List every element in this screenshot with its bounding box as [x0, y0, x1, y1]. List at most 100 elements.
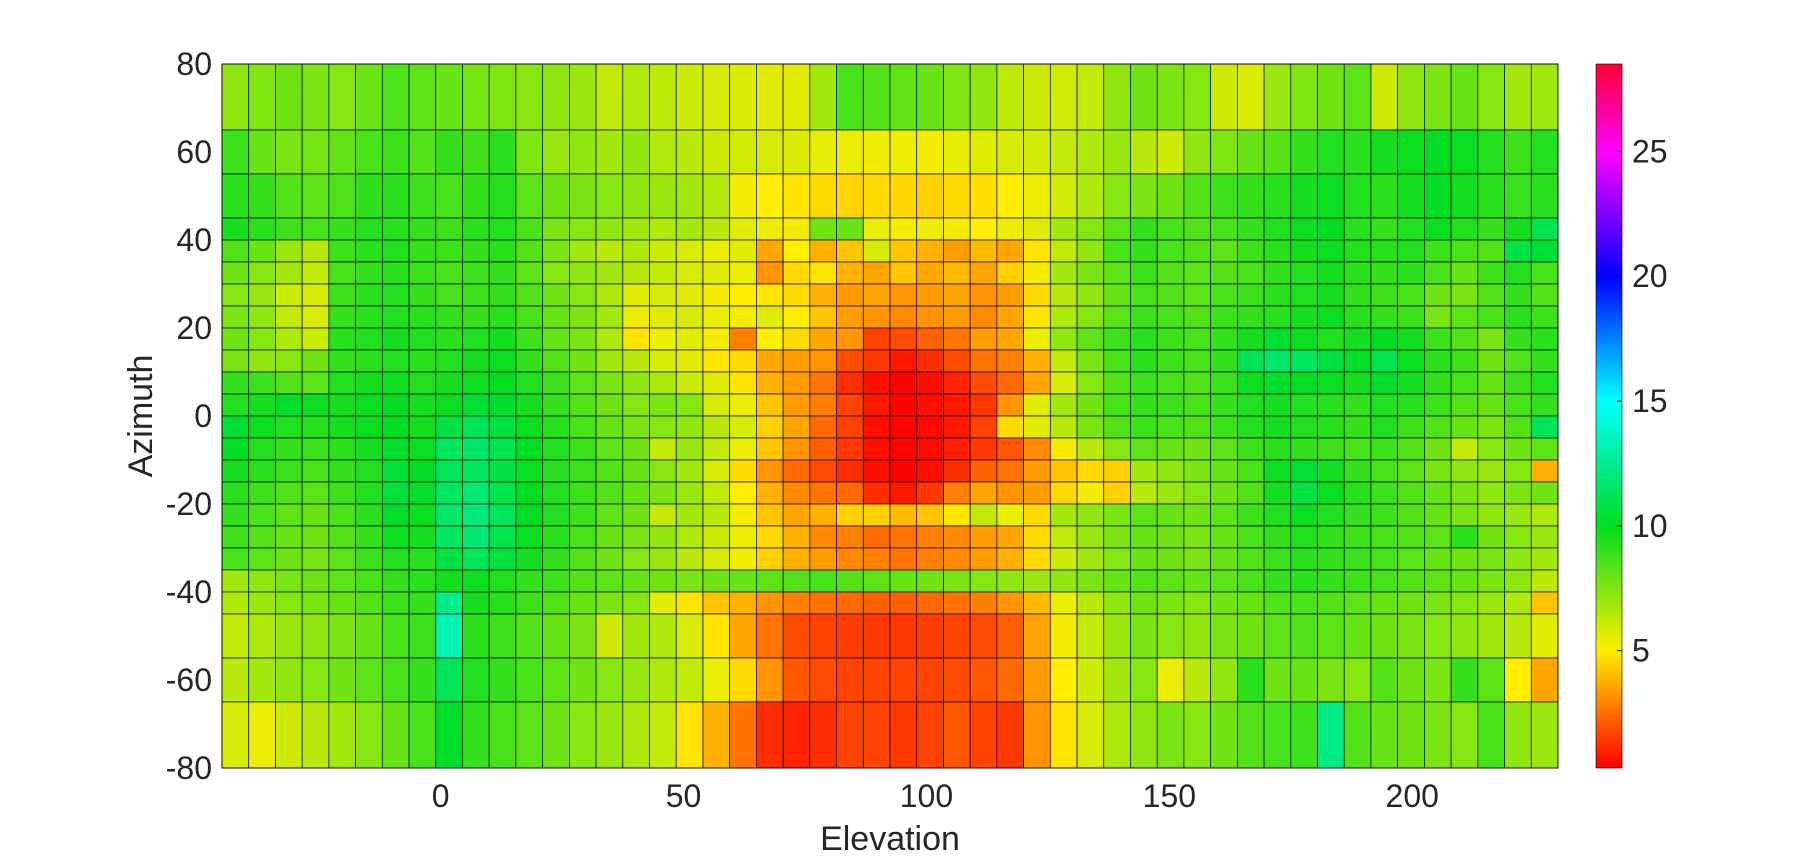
heatmap-cell [702, 129, 731, 175]
heatmap-cell [301, 481, 330, 505]
heatmap-cell [221, 283, 250, 307]
plot-area-border [221, 63, 1559, 769]
heatmap-cell [1290, 591, 1318, 615]
heatmap-cell [1504, 349, 1532, 373]
heatmap-cell [1424, 481, 1452, 505]
heatmap-cell [649, 701, 677, 769]
heatmap-cell [275, 481, 303, 505]
heatmap-cell [782, 239, 811, 263]
heatmap-cell [1049, 393, 1078, 417]
heatmap-cell [889, 481, 918, 505]
heatmap-cell [488, 239, 517, 263]
heatmap-cell [1317, 525, 1345, 549]
heatmap-cell [1210, 239, 1238, 263]
heatmap-cell [1210, 701, 1238, 769]
heatmap-cell [1397, 283, 1425, 307]
heatmap-cell [1210, 283, 1238, 307]
heatmap-cell [1183, 305, 1211, 329]
heatmap-cell [1023, 63, 1051, 131]
y-tick-label: 80 [176, 46, 212, 82]
heatmap-cell [1530, 569, 1559, 593]
heatmap-cell [355, 657, 383, 703]
heatmap-cell [1183, 437, 1211, 461]
heatmap-cell [1290, 173, 1318, 219]
heatmap-cell [595, 415, 624, 439]
heatmap-cell [462, 503, 490, 527]
heatmap-cell [462, 305, 490, 329]
heatmap-cell [221, 701, 250, 769]
heatmap-cell [1049, 217, 1078, 241]
heatmap-cell [622, 459, 650, 483]
heatmap-cell [1343, 63, 1372, 131]
heatmap-cell [649, 547, 677, 571]
heatmap-cell [756, 569, 784, 593]
heatmap-cell [1183, 701, 1211, 769]
heatmap-cell [675, 569, 704, 593]
heatmap-cell [862, 129, 891, 175]
heatmap-cell [542, 239, 570, 263]
heatmap-cell [1370, 459, 1399, 483]
heatmap-cell [515, 525, 543, 549]
heatmap-cell [1263, 327, 1292, 351]
heatmap-cell [756, 63, 784, 131]
heatmap-cell [1263, 63, 1292, 131]
heatmap-cell [1424, 657, 1452, 703]
heatmap-cell [1183, 415, 1211, 439]
heatmap-cell [1530, 415, 1559, 439]
heatmap-cell [622, 349, 650, 373]
heatmap-cell [1370, 415, 1399, 439]
heatmap-cell [301, 217, 330, 241]
heatmap-cell [328, 481, 356, 505]
heatmap-cell [1424, 129, 1452, 175]
heatmap-cell [675, 657, 704, 703]
heatmap-cell [916, 613, 944, 659]
heatmap-cell [622, 63, 650, 131]
heatmap-cell [328, 283, 356, 307]
heatmap-cell [1290, 239, 1318, 263]
heatmap-cell [1183, 547, 1211, 571]
heatmap-cell [275, 613, 303, 659]
heatmap-cell [515, 217, 543, 241]
heatmap-cell [1477, 63, 1505, 131]
heatmap-cell [1450, 701, 1479, 769]
heatmap-cell [1103, 503, 1131, 527]
heatmap-cell [221, 591, 250, 615]
heatmap-cell [1370, 613, 1399, 659]
heatmap-cell [1504, 129, 1532, 175]
heatmap-cell [1023, 349, 1051, 373]
heatmap-cell [435, 393, 463, 417]
heatmap-cell [702, 173, 731, 219]
heatmap-cell [355, 503, 383, 527]
heatmap-cell [221, 63, 250, 131]
heatmap-cell [649, 481, 677, 505]
heatmap-cell [1504, 217, 1532, 241]
heatmap-cell [969, 591, 998, 615]
heatmap-cell [969, 349, 998, 373]
heatmap-cell [435, 701, 463, 769]
heatmap-cell [943, 63, 971, 131]
heatmap-cell [435, 613, 463, 659]
heatmap-cell [1156, 305, 1185, 329]
heatmap-cell [408, 217, 437, 241]
heatmap-cell [488, 459, 517, 483]
heatmap-cell [1397, 129, 1425, 175]
heatmap-cell [782, 415, 811, 439]
heatmap-cell [595, 613, 624, 659]
heatmap-cell [1076, 525, 1105, 549]
heatmap-cell [381, 327, 410, 351]
heatmap-cell [328, 261, 356, 285]
heatmap-cell [1130, 173, 1158, 219]
heatmap-cell [381, 415, 410, 439]
heatmap-cell [1504, 173, 1532, 219]
heatmap-cell [1156, 459, 1185, 483]
heatmap-cell [1130, 283, 1158, 307]
heatmap-cell [435, 283, 463, 307]
colorbar-tick-label: 25 [1632, 133, 1668, 169]
heatmap-cell [1397, 393, 1425, 417]
heatmap-cell [756, 481, 784, 505]
heatmap-cell [1290, 569, 1318, 593]
heatmap-cell [756, 503, 784, 527]
heatmap-cell [569, 525, 597, 549]
heatmap-cell [355, 283, 383, 307]
